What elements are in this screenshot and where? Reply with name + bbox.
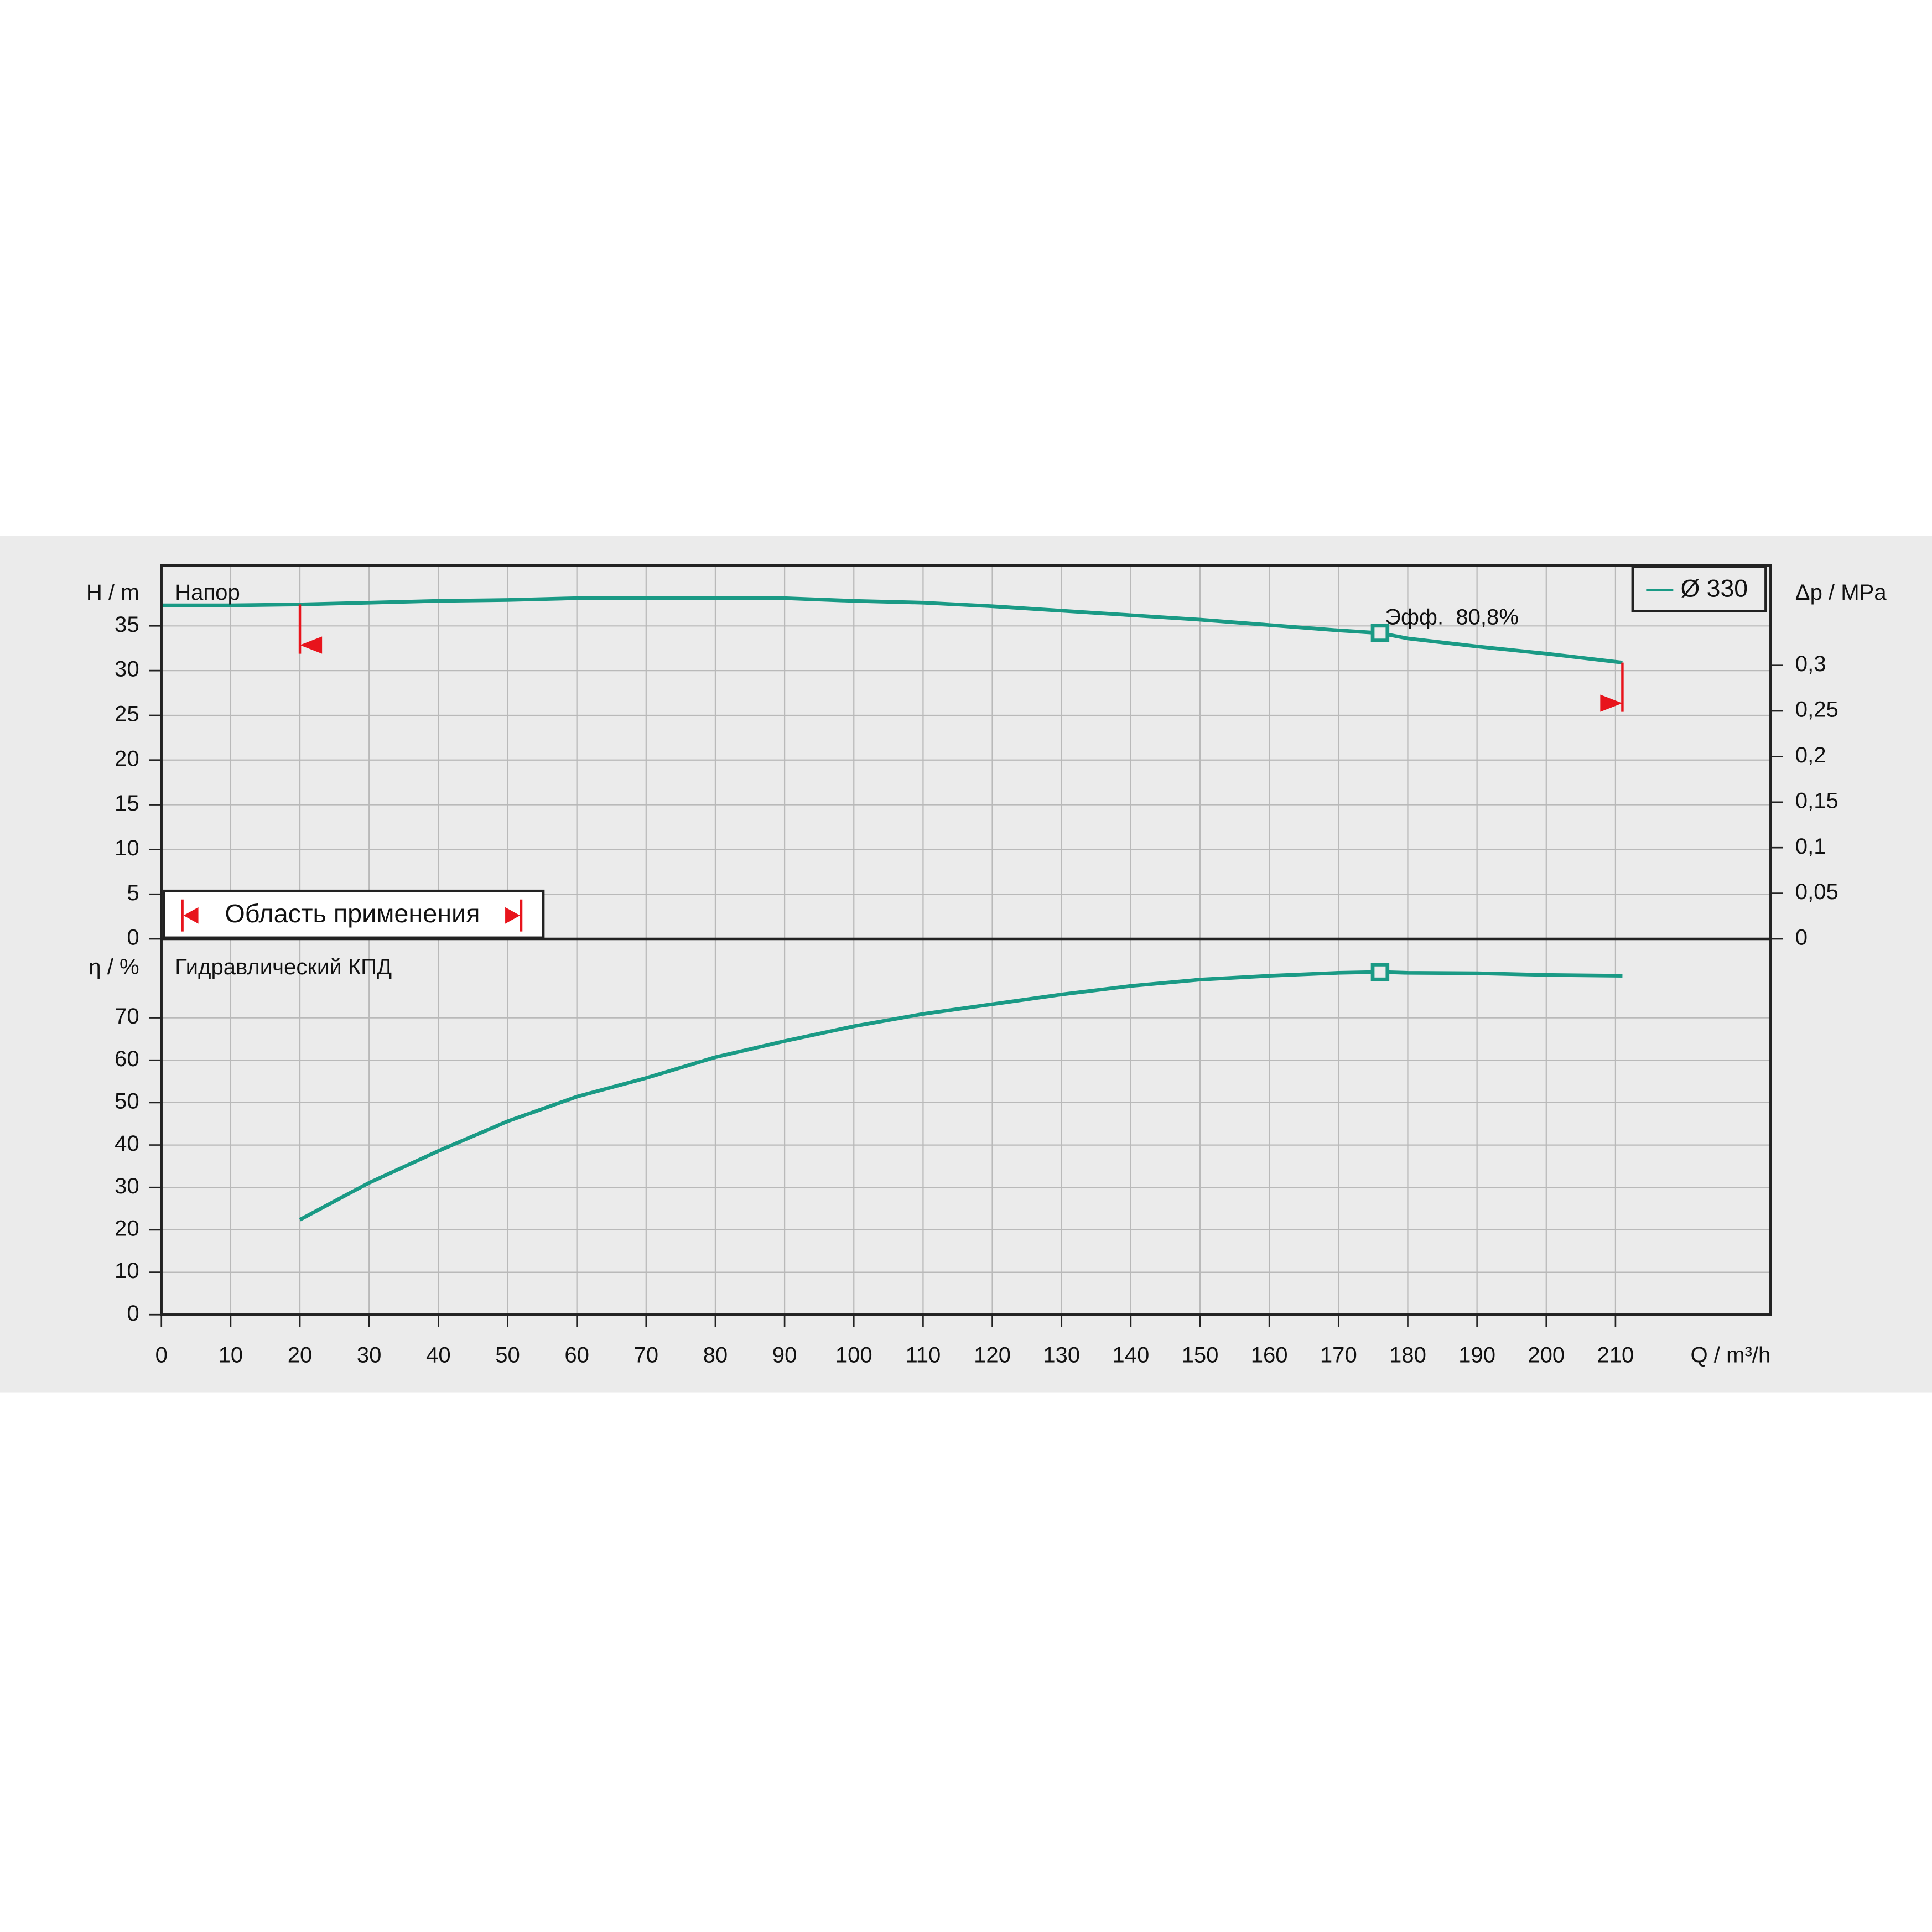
legend-box [1631,565,1767,612]
x-tick-label: 20 [288,1343,313,1368]
x-tick-label: 120 [974,1343,1011,1368]
eff-title: Гидравлический КПД [175,955,392,979]
y-axis-label: η / % [89,955,139,979]
series-line [299,970,1623,1222]
y-tick-label: 5 [127,881,139,905]
y2-tick-label: 0,3 [1795,652,1826,676]
bep-marker [1370,624,1390,642]
y2-axis-label: Δp / MPa [1795,580,1887,605]
legend-label: Ø 330 [1681,575,1748,603]
head-title: Напор [175,580,240,605]
annotation: Эфф. 80,8% [1385,605,1519,630]
y-tick-label: 30 [115,657,139,682]
x-tick-label: 200 [1528,1343,1565,1368]
x-tick-label: 30 [357,1343,382,1368]
x-tick-label: 180 [1389,1343,1426,1368]
y-tick-label: 10 [115,1259,139,1283]
y-tick-label: 40 [115,1131,139,1156]
range-max-marker [1600,694,1623,712]
y-tick-label: 50 [115,1089,139,1114]
y-tick-label: 70 [115,1004,139,1029]
x-tick-label: 90 [772,1343,797,1368]
x-tick-label: 60 [564,1343,589,1368]
x-tick-label: 130 [1043,1343,1080,1368]
y-tick-label: 0 [127,1301,139,1326]
range-label: Область применения [225,899,480,928]
y-tick-label: 25 [115,702,139,726]
x-tick-label: 40 [426,1343,451,1368]
x-tick-label: 190 [1458,1343,1495,1368]
x-tick-label: 80 [703,1343,728,1368]
range-arrow [505,907,520,924]
x-tick-label: 150 [1182,1343,1219,1368]
range-box [162,889,545,939]
x-tick-label: 170 [1320,1343,1357,1368]
y-tick-label: 20 [115,1217,139,1241]
x-tick-label: 140 [1112,1343,1149,1368]
data-layer [161,596,1624,1222]
range-arrow [183,907,199,924]
x-tick-label: 10 [219,1343,243,1368]
y-tick-label: 0 [127,926,139,950]
y-tick-label: 20 [115,746,139,771]
range-arrows [181,899,523,932]
y2-tick-label: 0,05 [1795,880,1838,904]
x-tick-label: 0 [155,1343,168,1368]
y-tick-label: 30 [115,1174,139,1198]
y-tick-label: 10 [115,836,139,860]
x-tick-label: 100 [835,1343,872,1368]
y2-tick-label: 0,25 [1795,698,1838,722]
y-tick-label: 60 [115,1047,139,1071]
bep-marker [1370,963,1390,981]
y2-tick-label: 0 [1795,926,1808,950]
background-band [0,536,1932,1393]
y-tick-label: 15 [115,791,139,816]
x-tick-label: 50 [495,1343,520,1368]
x-tick-label: 70 [634,1343,659,1368]
range-min-marker [300,636,323,654]
x-tick-label: 160 [1251,1343,1288,1368]
y2-tick-label: 0,1 [1795,834,1826,859]
y-axis-label: H / m [86,580,139,605]
y2-tick-label: 0,15 [1795,788,1838,813]
x-tick-label: 110 [905,1343,941,1368]
x-tick-label: 210 [1597,1343,1634,1368]
y-tick-label: 35 [115,612,139,637]
y2-tick-label: 0,2 [1795,743,1826,767]
x-axis-label: Q / m³/h [1691,1343,1771,1368]
